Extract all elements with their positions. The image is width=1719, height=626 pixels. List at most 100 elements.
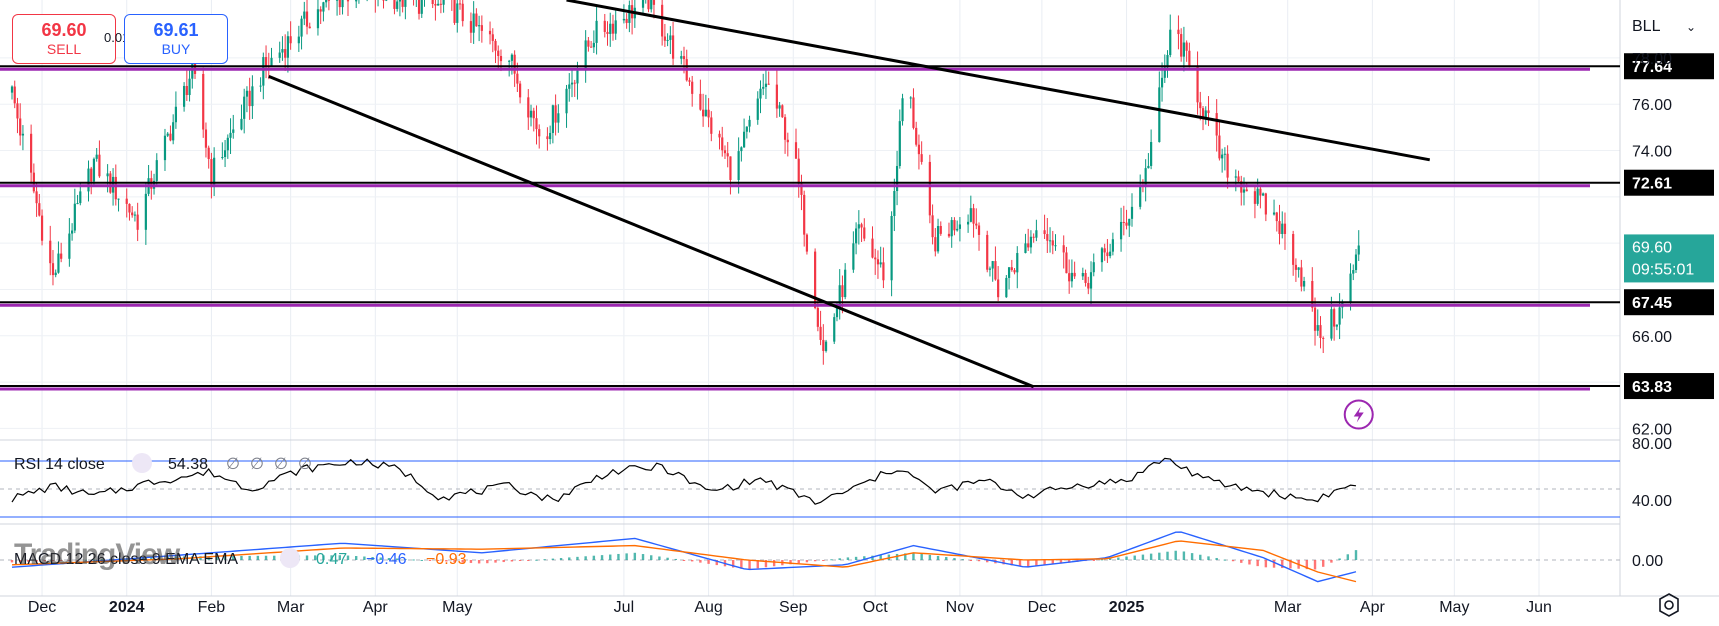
macd-histogram-bar (895, 553, 899, 560)
macd-histogram-bar (633, 552, 637, 560)
candle-body (680, 56, 683, 59)
candle-body (1007, 267, 1011, 278)
macd-histogram-bar (617, 553, 620, 560)
macd-histogram-bar (486, 560, 489, 564)
candle-body (469, 21, 473, 33)
macd-histogram-bar (436, 560, 440, 561)
candle-body (863, 227, 866, 239)
candle-body (341, 0, 344, 8)
macd-histogram-bar (1281, 560, 1284, 569)
candle-body (1283, 223, 1287, 235)
candle-body (587, 40, 590, 47)
macd-histogram-bar (543, 559, 546, 561)
candle-body (625, 18, 628, 23)
buy-button[interactable]: 69.61 BUY (124, 14, 228, 64)
candle-body (185, 85, 188, 96)
candle-body (508, 60, 511, 62)
rsi-title: RSI 14 close (14, 456, 105, 473)
macd-histogram-bar (1067, 560, 1071, 563)
candle-body (666, 39, 669, 41)
candle-body (1051, 240, 1054, 246)
candle-body (13, 86, 16, 104)
candle-body (21, 133, 25, 136)
macd-settings-icon[interactable] (280, 548, 300, 568)
macd-histogram-bar (338, 555, 342, 560)
candle-body (221, 156, 224, 158)
macd-histogram-bar (412, 559, 415, 561)
symbol-selector[interactable]: BLL ⌄ (1624, 10, 1704, 44)
candle-body (1262, 193, 1265, 196)
candle-body (841, 285, 844, 298)
macd-histogram-bar (256, 555, 260, 560)
x-tick-label: Nov (946, 599, 974, 616)
macd-histogram-bar (453, 560, 456, 562)
macd-histogram-bar (92, 559, 96, 561)
candle-body (245, 90, 249, 97)
candle-body (1062, 245, 1065, 253)
candle-body (16, 103, 19, 119)
candle-body (1234, 176, 1237, 178)
level-label-bg (1624, 169, 1714, 196)
candle-body (458, 3, 462, 5)
macd-histogram-bar (27, 560, 30, 562)
candle-body (188, 78, 191, 96)
macd-histogram-bar (248, 555, 251, 560)
candle-body (803, 194, 806, 235)
sell-button[interactable]: 69.60 SELL (12, 14, 116, 64)
macd-histogram-bar (1330, 560, 1333, 563)
candle-body (704, 109, 707, 117)
macd-histogram-bar (1231, 560, 1235, 562)
price-tick-label: 78.00 (1632, 51, 1672, 68)
candle-body (516, 73, 519, 84)
candle-body (767, 83, 770, 85)
candle-body (737, 151, 740, 180)
lightning-glyph (1353, 406, 1364, 423)
macd-histogram-bar (846, 557, 850, 560)
trend-line[interactable] (268, 75, 1035, 389)
candle-body (1122, 221, 1125, 223)
candle-body (794, 142, 798, 159)
candle-body (136, 214, 139, 230)
candle-body (546, 136, 549, 140)
candle-body (1199, 102, 1202, 109)
macd-histogram-bar (1010, 560, 1014, 566)
candle-body (232, 129, 235, 133)
macd-histogram-bar (1035, 560, 1038, 567)
rsi-settings-icon[interactable] (132, 453, 152, 473)
macd-histogram-bar (699, 560, 702, 563)
trend-line[interactable] (566, 0, 1431, 162)
macd-histogram-bar (354, 556, 358, 560)
candle-body (1084, 273, 1087, 283)
candle-body (518, 83, 522, 98)
x-tick-label: Mar (277, 599, 305, 616)
x-tick-label: Sep (779, 599, 808, 616)
macd-histogram-bar (1256, 560, 1259, 567)
candle-body (76, 203, 79, 205)
candle-body (182, 85, 186, 107)
x-tick-label: Dec (1028, 599, 1056, 616)
candle-body (270, 57, 273, 66)
candle-body (1281, 223, 1284, 234)
chart-settings-button[interactable] (1656, 592, 1682, 618)
macd-histogram-bar (1346, 554, 1350, 560)
candle-body (1027, 243, 1030, 248)
macd-histogram-bar (1059, 560, 1063, 564)
candle-body (90, 168, 93, 182)
candle-body (251, 86, 254, 107)
candle-body (939, 226, 942, 234)
macd-histogram-bar (568, 557, 571, 560)
current-price-bg (1624, 234, 1714, 283)
macd-histogram-bar (428, 560, 432, 561)
candle-body (742, 131, 746, 148)
candle-body (73, 203, 76, 231)
candle-body (1177, 29, 1180, 35)
price-tick-label: 66.00 (1632, 329, 1672, 346)
macd-histogram-bar (84, 559, 87, 561)
candle-body (79, 191, 82, 204)
candle-body (1292, 234, 1295, 265)
candle-body (1354, 254, 1358, 271)
candle-body (691, 81, 694, 94)
candle-body (838, 285, 841, 308)
macd-histogram-bar (445, 560, 448, 562)
